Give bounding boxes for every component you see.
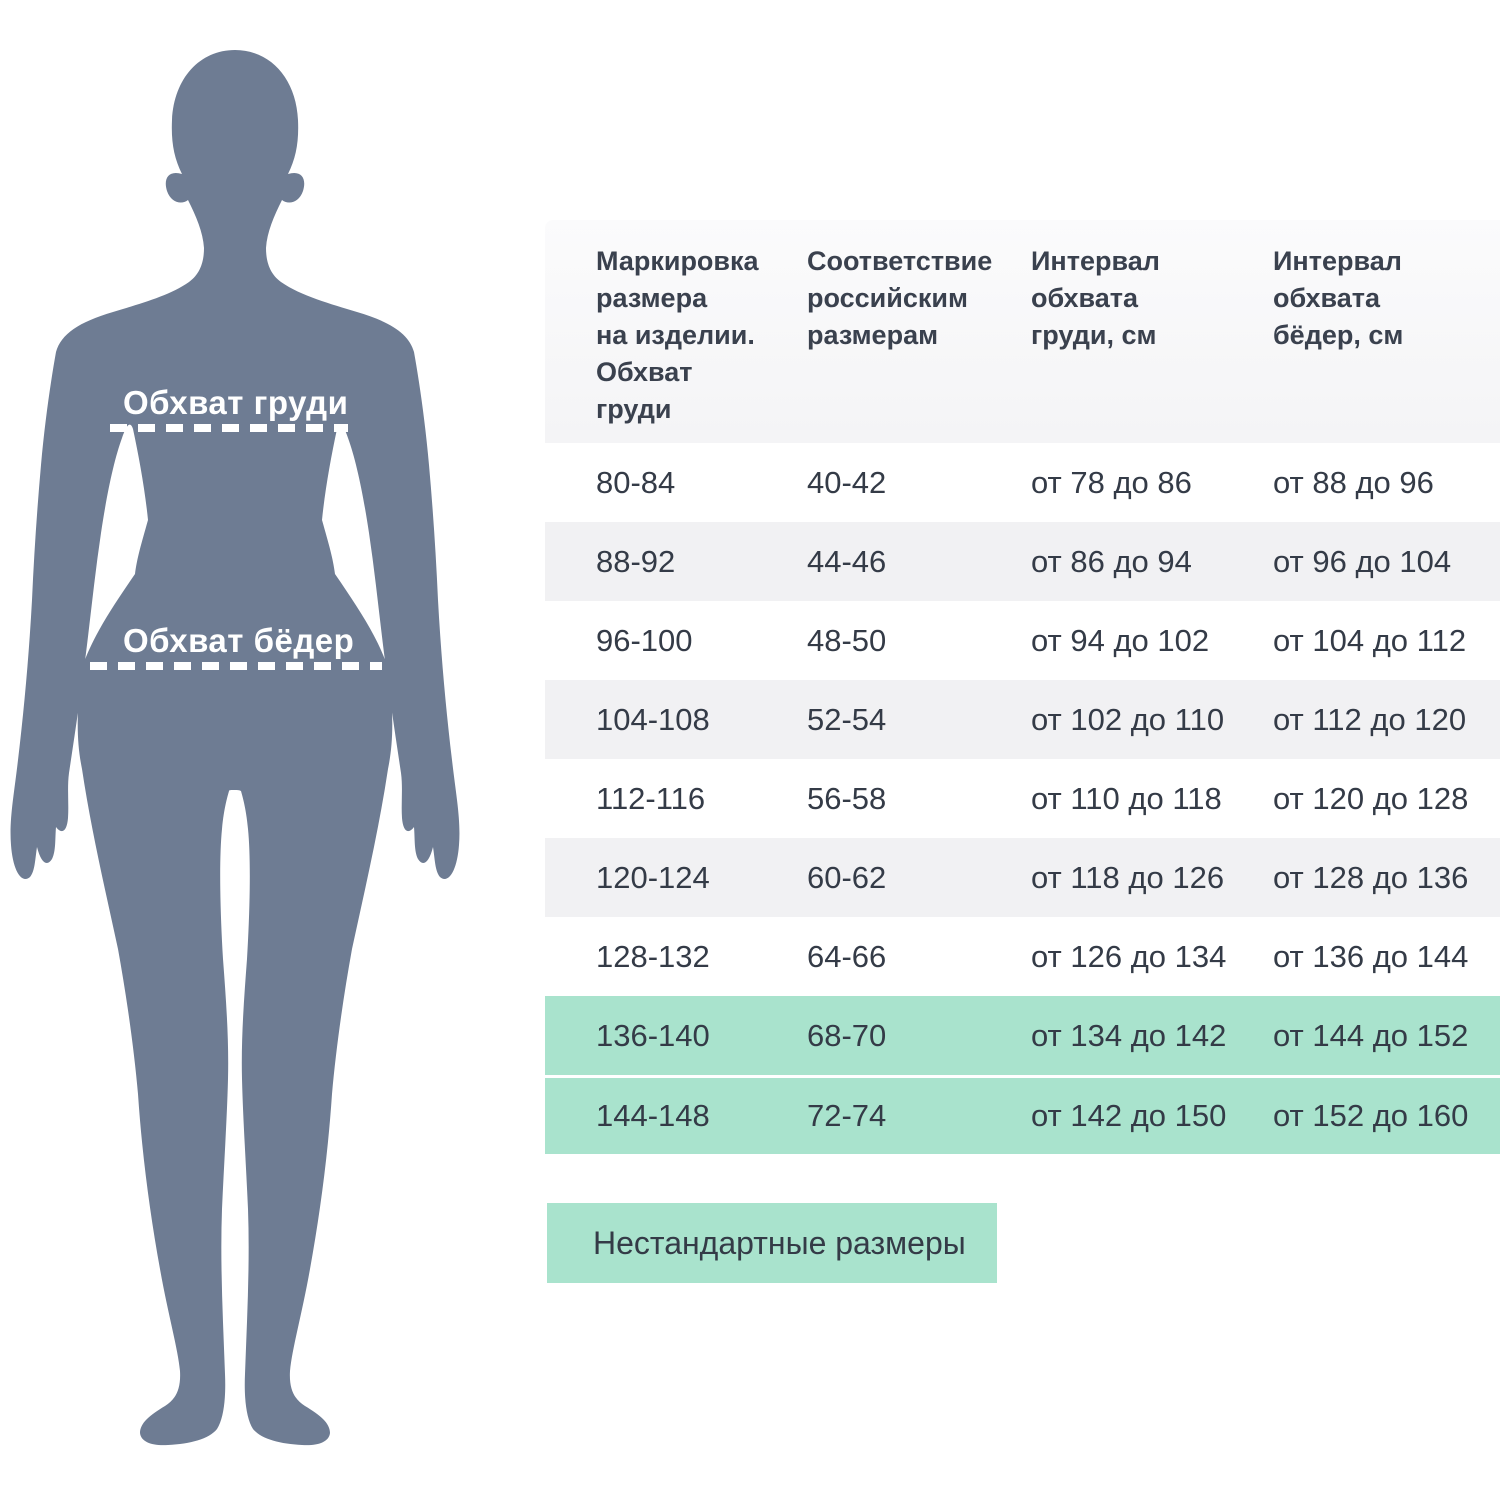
hips-label: Обхват бёдер: [123, 622, 355, 659]
table-cell: от 88 до 96: [1273, 464, 1434, 500]
header-cell-size-marking: Маркировка размера на изделии. Обхват гр…: [596, 246, 759, 424]
table-cell: 60-62: [807, 859, 887, 895]
table-cell: от 134 до 142: [1031, 1017, 1227, 1053]
table-cell: 40-42: [807, 464, 887, 500]
table-cell: 104-108: [596, 701, 710, 737]
table-cell: от 110 до 118: [1031, 780, 1222, 816]
table-cell: от 120 до 128: [1273, 780, 1469, 816]
table-row: 96-100 48-50 от 94 до 102 от 104 до 112: [545, 601, 1500, 680]
table-cell: 68-70: [807, 1017, 887, 1053]
table-cell: от 144 до 152: [1273, 1017, 1469, 1053]
table-cell: от 102 до 110: [1031, 701, 1225, 737]
size-table: Маркировка размера на изделии. Обхват гр…: [545, 220, 1500, 1154]
table-cell: от 152 до 160: [1273, 1098, 1469, 1133]
table-cell: от 96 до 104: [1273, 543, 1452, 579]
table-cell: 80-84: [596, 464, 676, 500]
female-body-silhouette: [10, 50, 460, 1446]
table-cell: от 78 до 86: [1031, 464, 1192, 500]
table-cell: 144-148: [596, 1098, 710, 1133]
table-cell: 72-74: [807, 1098, 887, 1133]
table-row: 120-124 60-62 от 118 до 126 от 128 до 13…: [545, 838, 1500, 917]
table-cell: 88-92: [596, 543, 676, 579]
table-row: 88-92 44-46 от 86 до 94 от 96 до 104: [545, 522, 1500, 601]
legend-box: Нестандартные размеры: [547, 1203, 997, 1283]
female-body-figure: Обхват груди Обхват бёдер: [0, 0, 470, 1460]
table-cell: 64-66: [807, 938, 887, 974]
table-cell: от 118 до 126: [1031, 859, 1225, 895]
table-cell: от 94 до 102: [1031, 622, 1210, 658]
chest-label: Обхват груди: [123, 384, 349, 421]
table-cell: 56-58: [807, 780, 887, 816]
table-cell: от 136 до 144: [1273, 938, 1469, 974]
table-row: 128-132 64-66 от 126 до 134 от 136 до 14…: [545, 917, 1500, 996]
legend-label: Нестандартные размеры: [593, 1224, 966, 1261]
table-row: 80-84 40-42 от 78 до 86 от 88 до 96: [545, 443, 1500, 522]
table-cell: от 112 до 120: [1273, 701, 1467, 737]
table-cell: 112-116: [596, 780, 706, 816]
table-row-highlighted: 144-148 72-74 от 142 до 150 от 152 до 16…: [545, 1075, 1500, 1154]
header-cell-hips-interval: Интервал обхвата бёдер, см: [1273, 246, 1404, 350]
table-row: 112-116 56-58 от 110 до 118 от 120 до 12…: [545, 759, 1500, 838]
table-row: 104-108 52-54 от 102 до 110 от 112 до 12…: [545, 680, 1500, 759]
table-row-highlighted: 136-140 68-70 от 134 до 142 от 144 до 15…: [545, 996, 1500, 1075]
table-cell: от 128 до 136: [1273, 859, 1469, 895]
table-cell: от 142 до 150: [1031, 1098, 1227, 1133]
table-cell: 136-140: [596, 1017, 710, 1053]
table-cell: от 86 до 94: [1031, 543, 1192, 579]
table-cell: 96-100: [596, 622, 693, 658]
table-cell: от 104 до 112: [1273, 622, 1467, 658]
body-shape: [10, 50, 460, 1446]
table-cell: 48-50: [807, 622, 887, 658]
table-cell: 44-46: [807, 543, 887, 579]
header-cell-russian-sizes: Соответствие российским размерам: [807, 246, 993, 350]
table-cell: 120-124: [596, 859, 710, 895]
table-cell: от 126 до 134: [1031, 938, 1227, 974]
header-cell-chest-interval: Интервал обхвата груди, см: [1031, 246, 1160, 350]
table-header-row: Маркировка размера на изделии. Обхват гр…: [545, 220, 1500, 443]
table-cell: 128-132: [596, 938, 710, 974]
table-cell: 52-54: [807, 701, 887, 737]
